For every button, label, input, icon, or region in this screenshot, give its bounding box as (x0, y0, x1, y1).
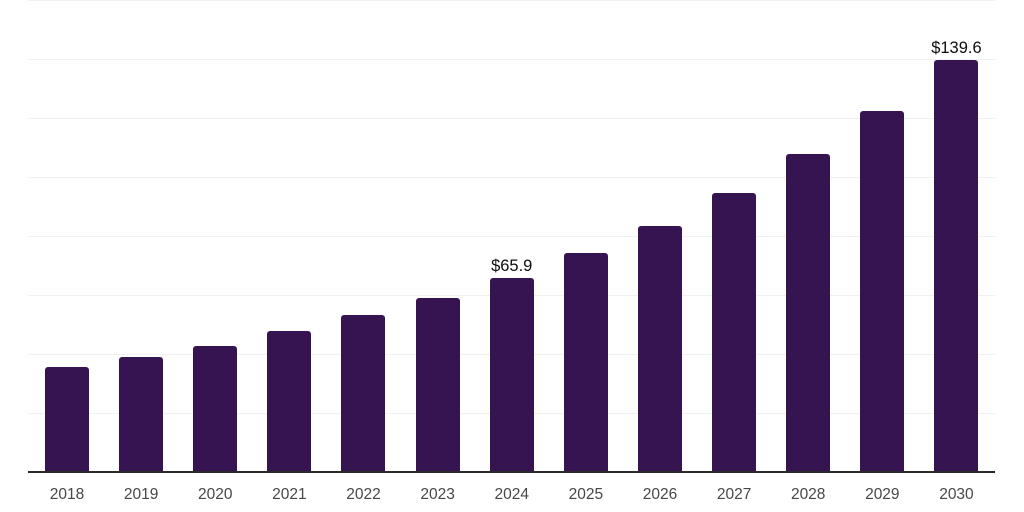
x-tick-label: 2027 (716, 486, 752, 503)
bar-2019 (119, 357, 163, 472)
bar-value-label: $139.6 (931, 39, 982, 57)
bar-2024 (490, 278, 534, 472)
x-tick-label: 2021 (272, 486, 307, 503)
x-tick-label: 2029 (865, 486, 900, 503)
x-tick-label: 2018 (49, 486, 85, 503)
x-tick-label: 2026 (642, 486, 678, 503)
x-axis-line (28, 471, 995, 473)
gridline (28, 118, 995, 119)
bar-2022 (341, 315, 385, 472)
x-tick-label: 2020 (197, 486, 233, 503)
x-tick-label: 2024 (494, 486, 529, 503)
bar-2029 (860, 111, 904, 472)
bar-2021 (267, 331, 311, 472)
x-tick-label: 2030 (939, 486, 974, 503)
x-tick-label: 2028 (790, 486, 826, 503)
gridline (28, 236, 995, 237)
x-tick-label: 2025 (568, 486, 604, 503)
bar-2023 (416, 298, 460, 472)
bar-2020 (193, 346, 237, 472)
bar-2018 (45, 367, 89, 472)
gridline (28, 59, 995, 60)
x-tick-label: 2019 (123, 486, 159, 503)
bar-2030 (934, 60, 978, 472)
bar-2027 (712, 193, 756, 472)
x-tick-label: 2022 (346, 486, 381, 503)
gridline (28, 177, 995, 178)
bar-2026 (638, 226, 682, 472)
gridline (28, 0, 995, 1)
bar-2028 (786, 154, 830, 472)
bar-2025 (564, 253, 608, 472)
bar-value-label: $65.9 (491, 257, 533, 275)
x-tick-label: 2023 (420, 486, 455, 503)
